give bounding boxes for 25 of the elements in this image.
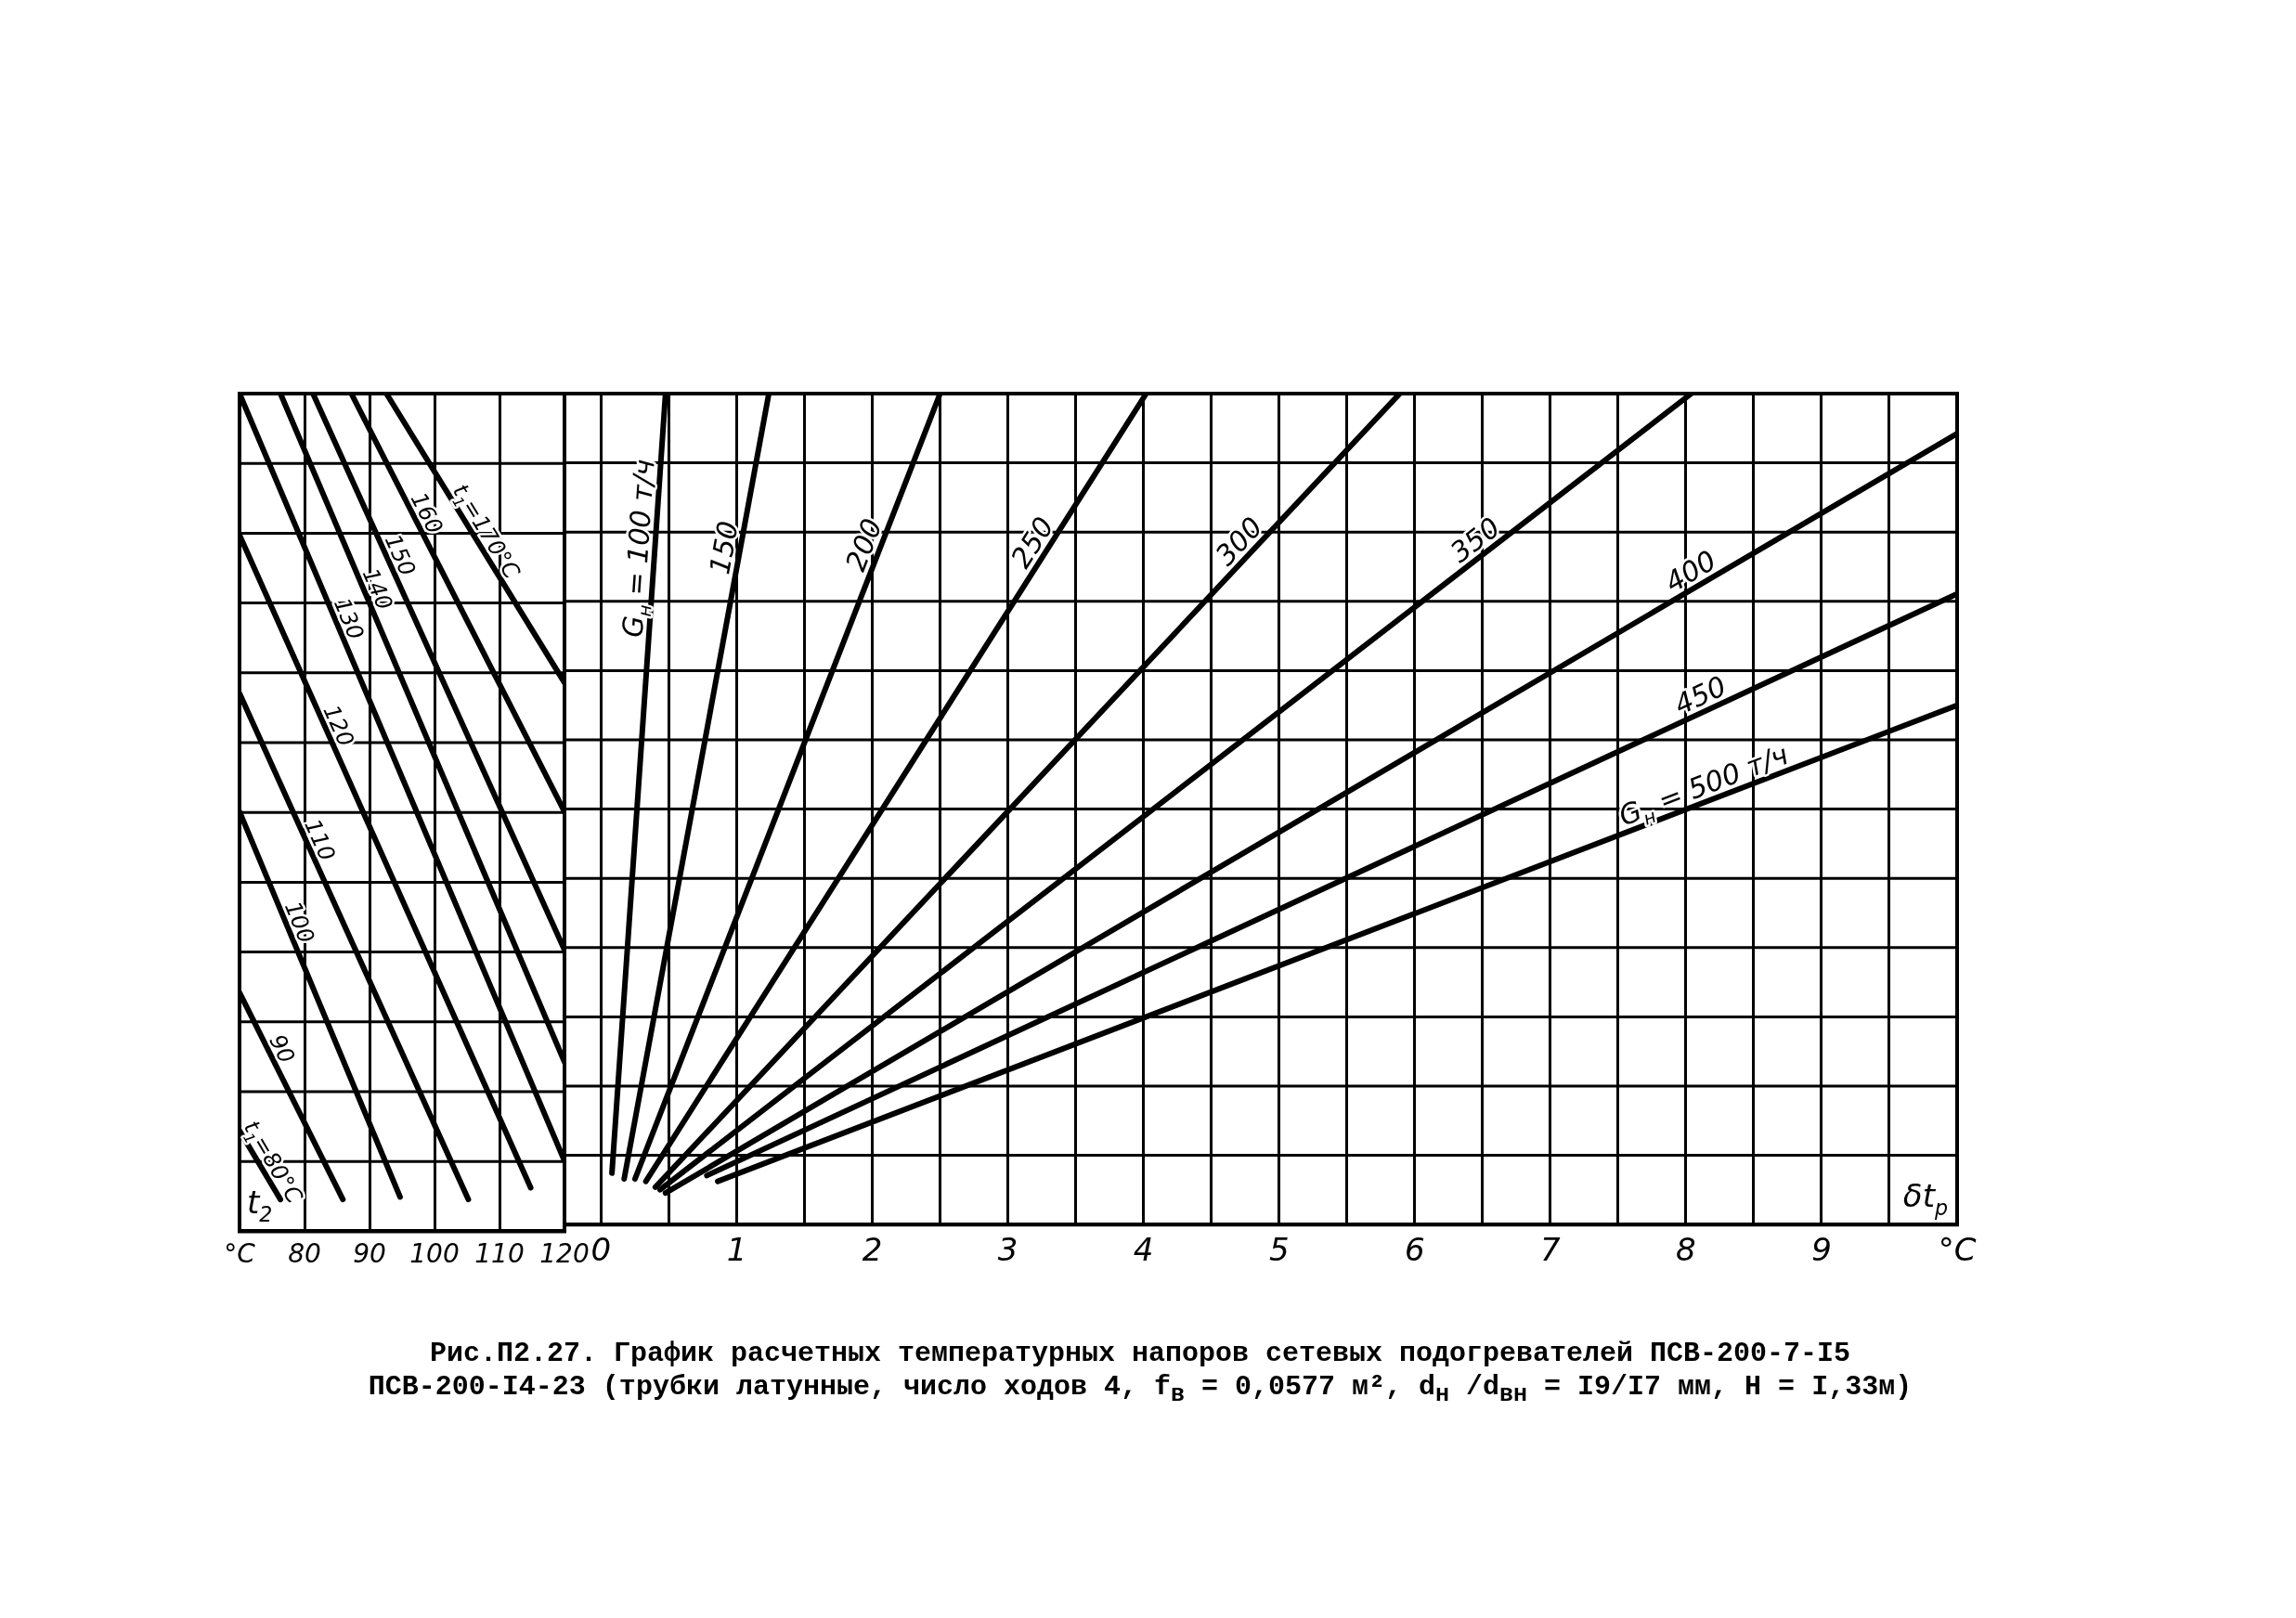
x-tick-label: 110 xyxy=(474,1238,525,1270)
x-tick-label: °C xyxy=(1938,1231,1977,1269)
text: Рис.П2.27. График расчетных температурных напоров сетевых подогревателей ПСВ-200-7-I5 xyxy=(428,1337,1852,1370)
text: ПСВ-200-I4-23 (трубки латунные, число ходов 4, f$_{в}$ = 0,0577 м², d$_{н}$ /d$_{вн}$ = I9/I7 мм, H = I,33м) xyxy=(367,1370,1913,1409)
text: 90 xyxy=(264,1030,301,1068)
text: 120 xyxy=(318,701,359,751)
x-tick-label: °C xyxy=(224,1238,256,1270)
x-tick-label: 4 xyxy=(1133,1231,1154,1269)
x-tick-label: 9 xyxy=(1811,1231,1832,1269)
x-tick-label: 3 xyxy=(997,1231,1018,1269)
x-tick-label: 6 xyxy=(1404,1231,1425,1269)
text: 150 xyxy=(703,518,745,577)
x-tick-label: 5 xyxy=(1268,1231,1290,1269)
x-tick-label: 7 xyxy=(1540,1231,1562,1269)
x-tick-label: 0 xyxy=(590,1231,612,1269)
text: 110 xyxy=(299,815,341,865)
x-tick-label: 1 xyxy=(726,1231,747,1269)
x-tick-label: 2 xyxy=(862,1231,883,1269)
x-tick-label: 8 xyxy=(1676,1231,1696,1269)
x-tick-label: 90 xyxy=(353,1238,386,1270)
x-tick-label: 80 xyxy=(288,1238,321,1270)
text: 130 xyxy=(328,594,370,644)
x-tick-label: 120 xyxy=(539,1238,590,1270)
text: 100 xyxy=(279,898,320,948)
x-tick-label: 100 xyxy=(409,1238,460,1270)
